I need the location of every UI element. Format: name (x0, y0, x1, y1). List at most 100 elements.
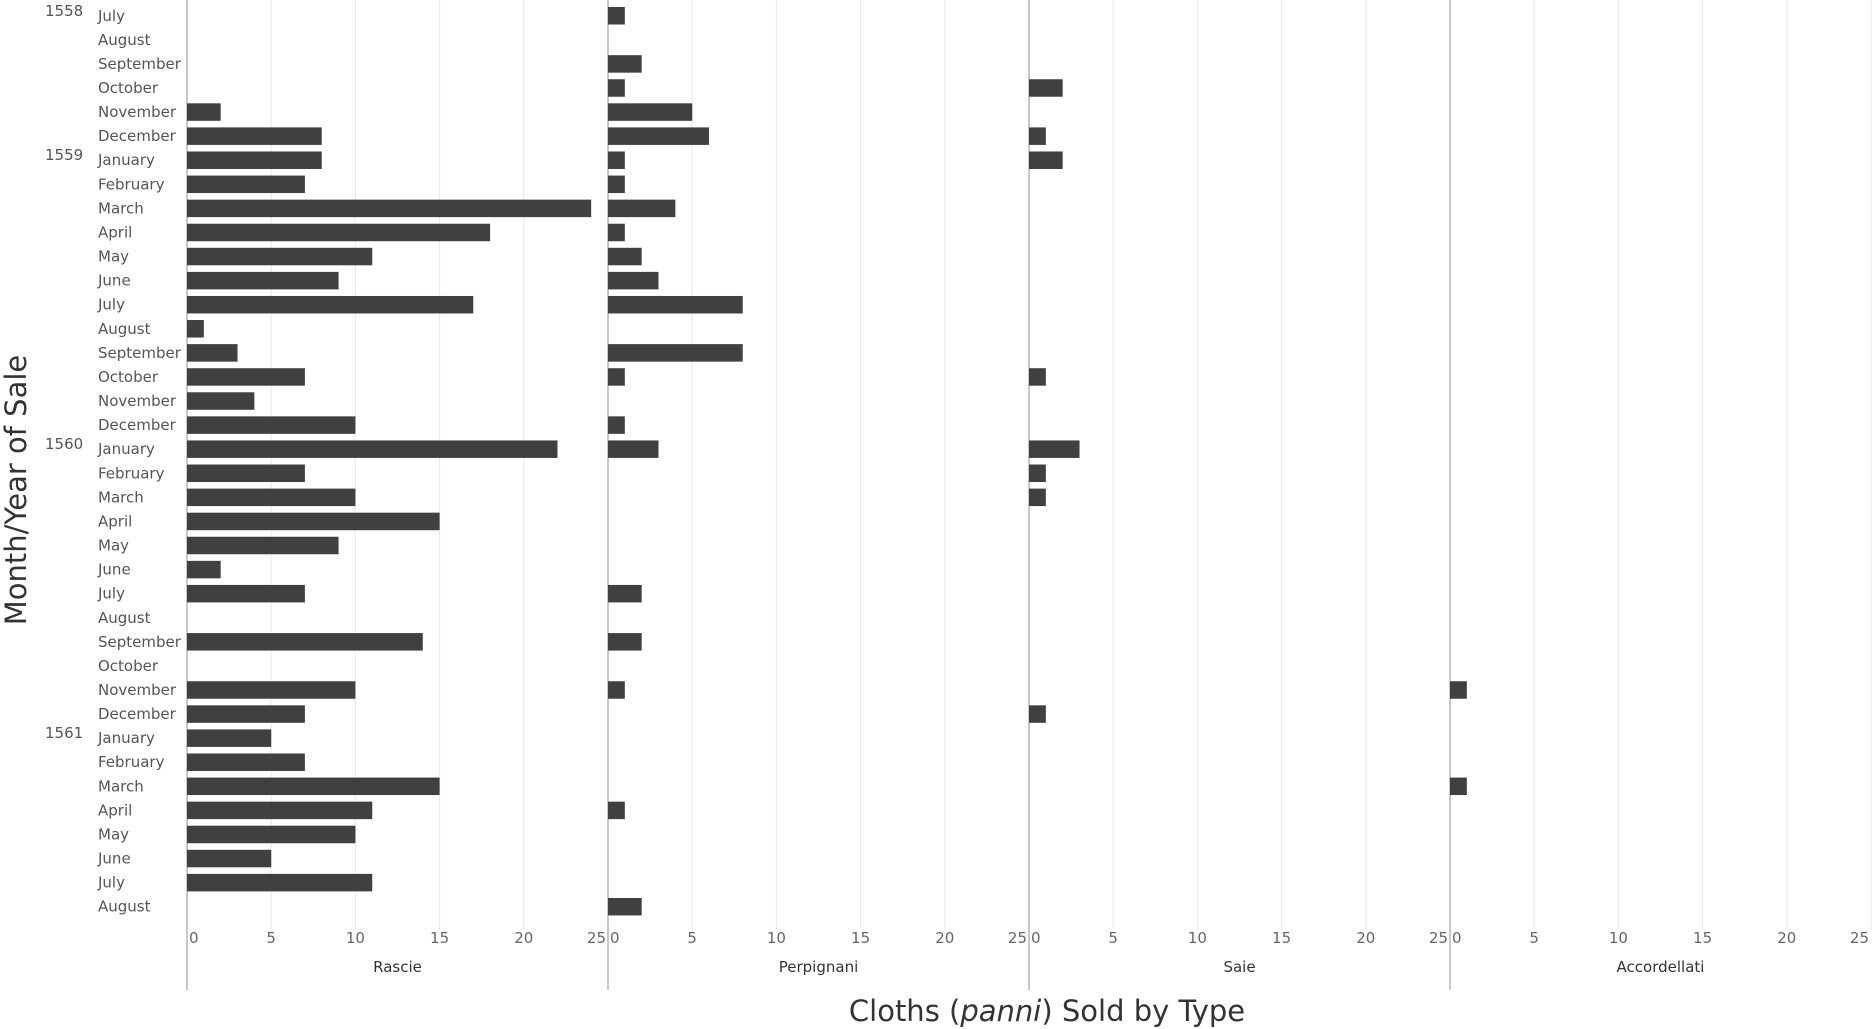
tick-label-accordellati-25: 25 (1850, 929, 1869, 947)
bar-rascie-20 (187, 488, 356, 507)
month-label: September (98, 55, 182, 73)
tick-label-accordellati-15: 15 (1693, 929, 1712, 947)
bars-layer (187, 7, 1467, 916)
month-label: February (98, 464, 165, 482)
bar-rascie-16 (187, 392, 255, 410)
bar-saie-3 (1029, 79, 1063, 97)
bar-rascie-28 (187, 681, 356, 699)
panel-title-accordellati: Accordellati (1617, 958, 1705, 976)
bar-rascie-36 (187, 873, 373, 892)
bar-perpignani-11 (608, 271, 659, 290)
month-label: December (98, 127, 177, 145)
bar-perpignani-8 (608, 199, 676, 218)
month-label: February (98, 175, 165, 193)
month-label: March (98, 488, 144, 506)
month-label: February (98, 753, 165, 771)
month-label: May (98, 537, 129, 555)
bar-perpignani-9 (608, 223, 625, 242)
month-label: August (98, 320, 151, 338)
month-label: April (98, 512, 132, 530)
month-label: March (98, 777, 144, 795)
bar-saie-18 (1029, 440, 1080, 458)
month-label: January (97, 729, 155, 747)
bar-rascie-14 (187, 344, 238, 362)
panel-title-perpignani: Perpignani (779, 958, 859, 976)
bar-rascie-24 (187, 584, 305, 603)
panel-title-saie: Saie (1223, 958, 1255, 976)
month-label: January (97, 440, 155, 458)
month-label: August (98, 31, 151, 49)
bar-perpignani-4 (608, 103, 693, 121)
month-label: November (98, 103, 177, 121)
bar-perpignani-6 (608, 151, 625, 169)
month-label: September (98, 344, 182, 362)
month-label: October (98, 79, 159, 97)
tick-label-saie-15: 15 (1272, 929, 1291, 947)
year-label-1560: 1560 (45, 435, 83, 453)
bar-rascie-35 (187, 849, 272, 868)
bar-rascie-6 (187, 151, 322, 169)
month-label: August (98, 609, 151, 627)
bar-rascie-22 (187, 536, 339, 555)
bar-rascie-15 (187, 368, 305, 386)
bar-perpignani-18 (608, 440, 659, 458)
year-label-1558: 1558 (45, 2, 83, 20)
bar-rascie-32 (187, 777, 440, 796)
bar-perpignani-12 (608, 295, 743, 314)
bar-rascie-7 (187, 175, 305, 194)
month-label: July (97, 585, 125, 603)
month-label: October (98, 657, 159, 675)
month-label: May (98, 825, 129, 843)
tick-label-rascie-15: 15 (430, 929, 449, 947)
bar-saie-20 (1029, 488, 1046, 507)
tick-label-saie-20: 20 (1356, 929, 1375, 947)
tick-label-rascie-20: 20 (514, 929, 533, 947)
month-label: September (98, 633, 182, 651)
bar-perpignani-7 (608, 175, 625, 194)
panel-title-rascie: Rascie (373, 958, 422, 976)
bar-perpignani-37 (608, 897, 642, 916)
bar-saie-19 (1029, 464, 1046, 483)
bar-rascie-19 (187, 464, 305, 483)
bar-rascie-21 (187, 512, 440, 531)
month-label: December (98, 705, 177, 723)
bar-rascie-17 (187, 416, 356, 434)
bar-perpignani-3 (608, 79, 625, 97)
year-label-1559: 1559 (45, 146, 83, 164)
bar-perpignani-0 (608, 7, 625, 25)
month-label: July (97, 7, 125, 25)
month-label: March (98, 199, 144, 217)
month-label: May (98, 248, 129, 266)
bar-perpignani-10 (608, 247, 642, 266)
tick-label-perpignani-25: 25 (1008, 929, 1027, 947)
bar-perpignani-33 (608, 801, 625, 820)
tick-label-saie-25: 25 (1429, 929, 1448, 947)
month-label: April (98, 223, 132, 241)
month-label: April (98, 801, 132, 819)
month-label: November (98, 392, 177, 410)
bar-rascie-12 (187, 295, 474, 314)
tick-label-rascie-25: 25 (587, 929, 606, 947)
tick-label-saie-5: 5 (1108, 929, 1118, 947)
bar-rascie-26 (187, 633, 423, 651)
bar-rascie-5 (187, 127, 322, 145)
tick-label-rascie-5: 5 (266, 929, 276, 947)
tick-label-saie-0: 0 (1031, 929, 1041, 947)
tick-label-rascie-10: 10 (346, 929, 365, 947)
bar-perpignani-15 (608, 368, 625, 386)
month-label: June (97, 561, 131, 579)
x-axis-title-part-1: Cloths ( (849, 994, 960, 1028)
bar-perpignani-26 (608, 633, 642, 651)
bar-saie-29 (1029, 705, 1046, 723)
bar-perpignani-17 (608, 416, 625, 434)
tick-label-accordellati-20: 20 (1777, 929, 1796, 947)
bar-rascie-33 (187, 801, 373, 820)
bar-accordellati-28 (1450, 681, 1467, 699)
bar-perpignani-14 (608, 344, 743, 362)
tick-label-perpignani-10: 10 (767, 929, 786, 947)
bar-rascie-23 (187, 560, 221, 579)
month-label: November (98, 681, 177, 699)
bar-rascie-30 (187, 729, 272, 747)
labels-layer: 0 5 10 15 20 25 Rascie 0 5 10 15 20 25 Perpignani 0 5 10… (45, 2, 1869, 976)
